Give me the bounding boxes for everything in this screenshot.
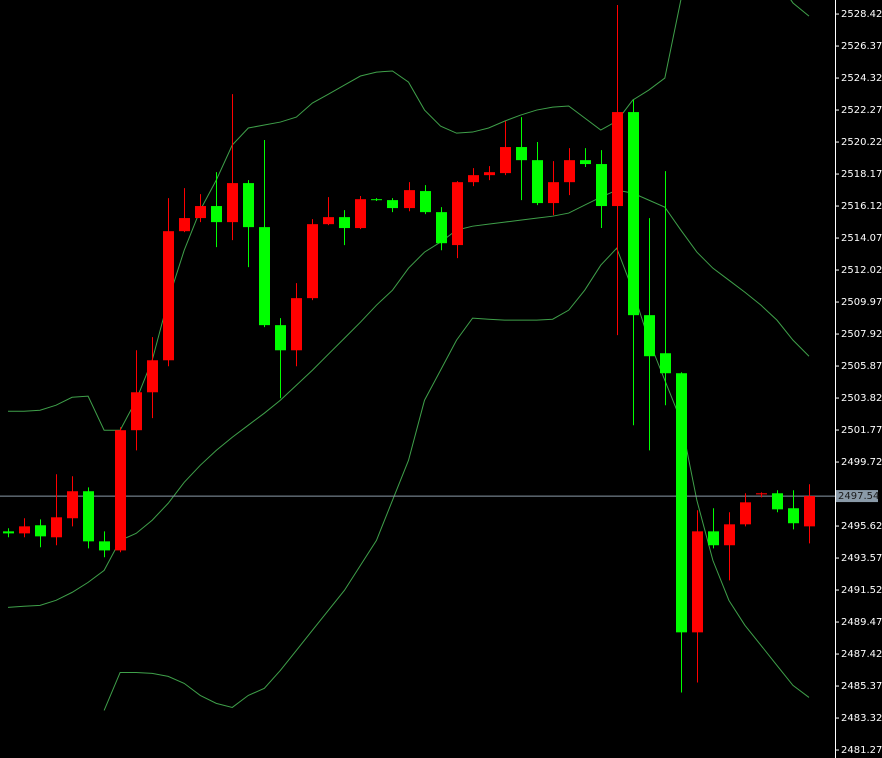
candle-body	[163, 231, 174, 361]
y-tick-label: 2516.12	[841, 201, 882, 212]
candle-body	[35, 525, 46, 537]
candle-body	[404, 190, 415, 209]
candle-body	[676, 373, 687, 633]
candle-body	[660, 353, 671, 374]
y-tick-label: 2487.42	[841, 649, 882, 660]
candle-body	[756, 493, 767, 495]
y-tick-label: 2518.17	[841, 169, 882, 180]
candle-body	[371, 199, 382, 201]
candle-body	[387, 200, 398, 209]
y-tick-label: 2528.42	[841, 9, 882, 20]
candle-body	[436, 212, 447, 244]
y-tick-label: 2509.97	[841, 297, 882, 308]
candle-body	[19, 526, 30, 534]
candle-body	[500, 147, 511, 174]
candle-body	[708, 531, 719, 546]
y-tick-label: 2524.32	[841, 73, 882, 84]
y-tick-label: 2522.27	[841, 105, 882, 116]
y-tick-label: 2501.77	[841, 425, 882, 436]
candle-body	[628, 112, 639, 316]
last-price-box	[836, 490, 878, 503]
candle-body	[452, 182, 463, 246]
candle-body	[131, 392, 142, 431]
candle-body	[147, 360, 158, 393]
y-tick-label: 2481.27	[841, 745, 882, 756]
candle-body	[179, 218, 190, 232]
y-tick-label: 2512.02	[841, 265, 882, 276]
candle-body	[99, 541, 110, 551]
candle-body	[195, 206, 206, 219]
last-price-label: 2497.54	[838, 491, 879, 502]
candle-body	[692, 531, 703, 633]
candle-body	[484, 172, 495, 176]
y-tick-label: 2483.32	[841, 713, 882, 724]
y-tick-label: 2526.37	[841, 41, 882, 52]
candle-body	[580, 160, 591, 165]
y-tick-label: 2505.87	[841, 361, 882, 372]
candle-body	[788, 508, 799, 524]
candle-body	[115, 430, 126, 551]
plot-area	[0, 0, 835, 711]
y-tick-label: 2485.37	[841, 681, 882, 692]
candle-body	[67, 491, 78, 519]
band-line	[7, 189, 810, 608]
candle-body	[291, 298, 302, 351]
candle-body	[596, 164, 607, 207]
candle-body	[355, 199, 366, 229]
candle-body	[243, 183, 254, 228]
candle-body	[51, 517, 62, 538]
candle-body	[516, 147, 527, 161]
candle-body	[339, 217, 350, 229]
candle-body	[532, 160, 543, 204]
candle-body	[211, 206, 222, 223]
candle-body	[564, 160, 575, 183]
candle-body	[468, 175, 479, 183]
candle-body	[740, 502, 751, 525]
candle-body	[804, 496, 815, 527]
candle-body	[3, 531, 14, 534]
candle-body	[772, 493, 783, 510]
candle-body	[420, 191, 431, 213]
y-tick-label: 2503.82	[841, 393, 882, 404]
band-line	[103, 247, 810, 711]
candle-body	[724, 524, 735, 546]
candle-body	[275, 325, 286, 351]
y-tick-label: 2491.52	[841, 585, 882, 596]
candle-body	[612, 112, 623, 207]
candle-body	[323, 217, 334, 225]
candle-body	[307, 224, 318, 299]
candle-body	[227, 183, 238, 223]
y-tick-label: 2499.72	[841, 457, 882, 468]
y-tick-label: 2520.22	[841, 137, 882, 148]
y-tick-label: 2493.57	[841, 553, 882, 564]
candle-body	[644, 315, 655, 357]
band-line	[8, 0, 810, 431]
price-axis-labels: 2528.42 2526.37 2524.32 2522.27 2520.22 2518.…	[835, 9, 882, 756]
y-tick-label: 2514.07	[841, 233, 882, 244]
candle-body	[259, 227, 270, 326]
candle-body	[548, 182, 559, 204]
y-tick-label: 2489.47	[841, 617, 882, 628]
y-tick-label: 2507.92	[841, 329, 882, 340]
y-tick-label: 2495.62	[841, 521, 882, 532]
candle-body	[83, 491, 94, 542]
